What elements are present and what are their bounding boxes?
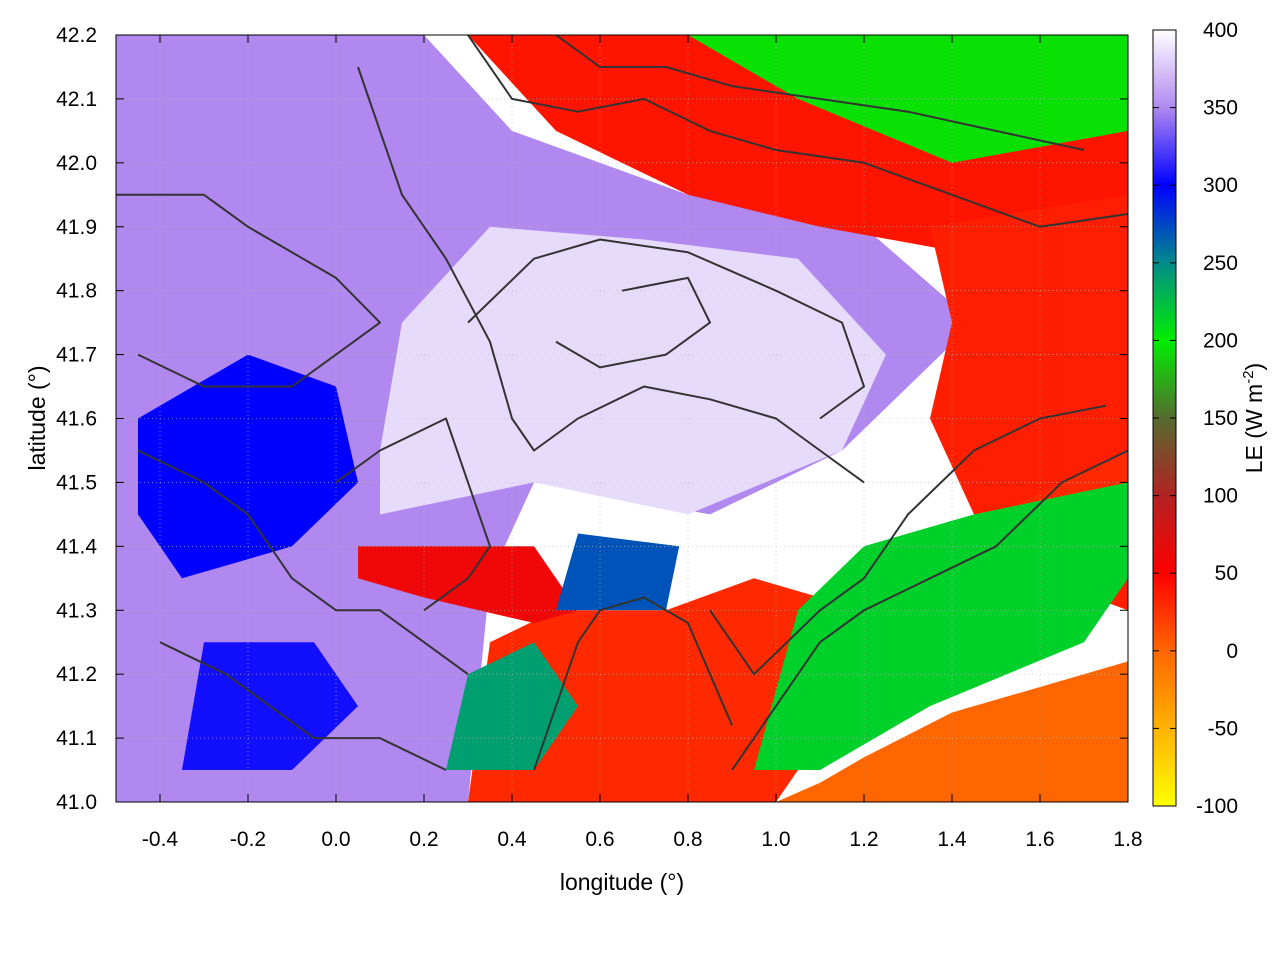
colorbar-label-exponent: -2 [1240,370,1257,383]
x-tick-label-7: 1.0 [761,828,790,851]
contour-line-1 [137,449,469,676]
contour-line-2 [357,66,865,484]
contour-line-11 [159,641,447,771]
y-tick-label-10: 42.0 [56,152,97,175]
x-tick-label-4: 0.4 [497,828,527,851]
region-mid-blue-patch [556,533,680,611]
colorbar-label-text: LE (W m [1241,384,1267,473]
x-tick-label-1: -0.2 [230,828,266,851]
contour-line-5 [335,417,491,612]
colorbar-label-close: ) [1241,363,1267,371]
contour-line-7 [731,449,1128,771]
contour-line-4 [555,276,711,369]
region-river-corridor [358,546,578,623]
x-tick-label-11: 1.8 [1113,828,1142,851]
x-tick-label-9: 1.4 [937,828,967,851]
colorbar-tick-label-3: 50 [1215,562,1238,585]
colorbar-tick-label-1: -50 [1208,717,1238,740]
region-coastal-vegetation [754,482,1128,770]
colorbar-tick-label-8: 300 [1203,174,1238,197]
colorbar-tick-label-7: 250 [1203,252,1238,275]
contour-line-8 [467,35,1128,228]
colorbar-tick-label-9: 350 [1203,97,1238,120]
y-tick-label-4: 41.4 [56,535,97,558]
colorbar-tick-label-5: 150 [1203,407,1238,430]
y-axis-ticks: 41.0 41.1 41.2 41.3 41.4 41.5 41.6 41.7 41.8 41.9… [56,24,1128,814]
y-tick-label-1: 41.1 [56,727,97,750]
x-tick-label-3: 0.2 [409,828,438,851]
x-axis-label: longitude (°) [560,869,684,895]
contour-line-6 [709,404,1107,676]
y-tick-label-2: 41.2 [56,663,97,686]
x-tick-label-5: 0.6 [585,828,614,851]
colorbar-tick-label-0: -100 [1196,795,1238,818]
x-tick-label-8: 1.2 [849,828,878,851]
contour-line-3 [467,238,865,420]
y-tick-label-3: 41.3 [56,599,97,622]
y-tick-label-7: 41.7 [56,344,97,367]
y-tick-label-12: 42.2 [56,24,97,47]
colorbar-tick-label-10: 400 [1203,19,1238,42]
colorbar-tick-label-6: 200 [1203,329,1238,352]
y-tick-label-5: 41.5 [56,471,97,494]
x-axis-ticks: -0.4 -0.2 0.0 0.2 0.4 0.6 0.8 1.0 1.2 1.4 1.6 1.8 [142,35,1143,851]
y-tick-label-11: 42.1 [56,88,97,111]
y-axis-label: latitude (°) [24,365,50,470]
region-western-band [138,354,358,579]
y-tick-label-8: 41.8 [56,280,97,303]
colorbar-tick-label-2: 0 [1226,640,1238,663]
x-tick-label-10: 1.6 [1025,828,1054,851]
colorbar-label: LE (W m-2) [1240,363,1267,473]
y-tick-label-6: 41.6 [56,408,97,431]
x-tick-label-0: -0.4 [142,828,179,851]
x-tick-label-6: 0.8 [673,828,702,851]
contour-line-9 [555,35,1085,151]
contour-line-0 [116,193,381,388]
x-tick-label-2: 0.0 [321,828,350,851]
contour-line-10 [533,596,733,771]
colorbar-ticks: -100 -50 0 50 100 150 200 250 300 350 400 [1153,19,1238,818]
y-tick-label-9: 41.9 [56,216,97,239]
y-tick-label-0: 41.0 [56,791,97,814]
colorbar-tick-label-4: 100 [1203,485,1238,508]
contour-lines [116,35,1128,771]
region-central-plain [380,226,886,515]
